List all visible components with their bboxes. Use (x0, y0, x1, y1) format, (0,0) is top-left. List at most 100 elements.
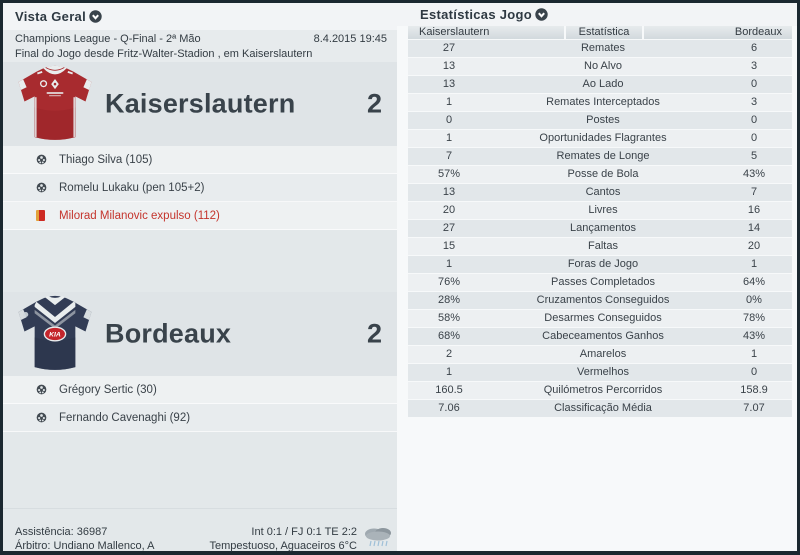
stat-row: 13 Ao Lado 0 (408, 76, 792, 93)
home-shirt-image (12, 65, 98, 143)
chevron-down-icon[interactable] (535, 8, 548, 21)
stat-value-away: 0 (750, 78, 758, 90)
stat-value-away: 5 (750, 150, 758, 162)
stat-name: Remates de Longe (556, 150, 650, 162)
match-status-line: Final do Jogo desde Fritz-Walter-Stadion… (15, 48, 313, 60)
stat-row: 1 Remates Interceptados 3 (408, 94, 792, 111)
match-meta: Champions League - Q-Final - 2ª Mão 8.4.… (3, 30, 397, 62)
stat-value-home: 76% (437, 276, 461, 288)
stat-value-away: 43% (742, 330, 766, 342)
stat-value-home: 1 (445, 366, 453, 378)
stat-row: 7.06 Classificação Média 7.07 (408, 400, 792, 417)
chevron-down-icon[interactable] (89, 10, 102, 23)
attendance-label: Assistência: 36987 (15, 526, 108, 538)
stat-row: 13 No Alvo 3 (408, 58, 792, 75)
stat-name: Passes Completados (551, 276, 655, 288)
stat-row: 27 Remates 6 (408, 40, 792, 57)
stat-value-home: 160.5 (435, 384, 463, 396)
stat-row: 20 Livres 16 (408, 202, 792, 219)
away-team-score: 2 (366, 318, 382, 349)
overview-panel: Vista Geral Champions League - Q-Final -… (3, 3, 397, 552)
stat-value-home: 15 (442, 240, 456, 252)
event-text: Thiago Silva (105) (59, 153, 153, 166)
stat-value-home: 1 (445, 132, 453, 144)
column-header-home: Kaiserslautern (408, 26, 564, 39)
stat-row: 7 Remates de Longe 5 (408, 148, 792, 165)
event-text: Romelu Lukaku (pen 105+2) (59, 181, 205, 194)
home-team-block: Kaiserslautern 2 (3, 62, 397, 146)
stat-value-home: 1 (445, 258, 453, 270)
stat-row: 15 Faltas 20 (408, 238, 792, 255)
stat-row: 58% Desarmes Conseguidos 78% (408, 310, 792, 327)
rain-cloud-icon (361, 522, 395, 550)
stats-header[interactable]: Estatísticas Jogo (397, 3, 797, 26)
stat-name: Remates Interceptados (546, 96, 660, 108)
overview-header[interactable]: Vista Geral (3, 3, 397, 30)
event-row: Grégory Sertic (30) (3, 376, 397, 404)
stats-table-header: Kaiserslautern Estatística Bordeaux (408, 26, 792, 39)
stat-value-home: 57% (437, 168, 461, 180)
stat-value-home: 7 (445, 150, 453, 162)
stat-name: Desarmes Conseguidos (544, 312, 662, 324)
stat-name: Vermelhos (577, 366, 629, 378)
stat-value-away: 0 (750, 114, 758, 126)
stat-name: Faltas (588, 240, 618, 252)
stat-name: Postes (586, 114, 620, 126)
stat-value-away: 14 (747, 222, 761, 234)
event-text: Milorad Milanovic expulso (112) (59, 209, 220, 222)
stat-name: Foras de Jogo (567, 258, 639, 270)
event-text: Grégory Sertic (30) (59, 383, 157, 396)
stat-name: Quilómetros Percorridos (543, 384, 663, 396)
stat-value-away: 1 (750, 258, 758, 270)
away-team-block: KIA Bordeaux 2 (3, 292, 397, 376)
stat-name: Cabeceamentos Ganhos (542, 330, 664, 342)
stats-title: Estatísticas Jogo (420, 7, 533, 22)
stats-rows: 27 Remates 6 13 No Alvo 3 13 Ao Lado 0 1 Remates I… (408, 40, 792, 417)
stat-value-home: 68% (437, 330, 461, 342)
weather-label: Tempestuoso, Aguaceiros 6°C (209, 540, 357, 552)
column-header-stat: Estatística (566, 26, 642, 39)
stat-name: Ao Lado (582, 78, 624, 90)
stat-value-home: 1 (445, 96, 453, 108)
goal-icon (36, 182, 47, 193)
stat-name: Cruzamentos Conseguidos (536, 294, 670, 306)
stat-value-home: 27 (442, 42, 456, 54)
stat-row: 1 Vermelhos 0 (408, 364, 792, 381)
stat-value-home: 13 (442, 78, 456, 90)
stats-panel: Estatísticas Jogo Kaiserslautern Estatís… (397, 3, 797, 551)
stat-name: Classificação Média (554, 402, 652, 414)
competition-label: Champions League - Q-Final - 2ª Mão (15, 33, 201, 45)
stat-row: 160.5 Quilómetros Percorridos 158.9 (408, 382, 792, 399)
stat-value-away: 20 (747, 240, 761, 252)
stat-value-home: 13 (442, 60, 456, 72)
stat-name: Remates (580, 42, 626, 54)
goal-icon (36, 384, 47, 395)
stats-table: Kaiserslautern Estatística Bordeaux 27 Re… (408, 26, 792, 418)
red-card-icon (36, 210, 45, 221)
stat-row: 1 Foras de Jogo 1 (408, 256, 792, 273)
stat-value-away: 7 (750, 186, 758, 198)
stat-name: Livres (588, 204, 618, 216)
stat-value-home: 0 (445, 114, 453, 126)
stat-row: 1 Oportunidades Flagrantes 0 (408, 130, 792, 147)
stat-row: 28% Cruzamentos Conseguidos 0% (408, 292, 792, 309)
stat-value-away: 16 (747, 204, 761, 216)
stat-row: 2 Amarelos 1 (408, 346, 792, 363)
stat-value-home: 27 (442, 222, 456, 234)
away-events: Grégory Sertic (30) Fernando Cavenaghi (9… (3, 376, 397, 432)
stat-value-away: 78% (742, 312, 766, 324)
home-team-score: 2 (366, 88, 382, 119)
stat-row: 76% Passes Completados 64% (408, 274, 792, 291)
event-row: Milorad Milanovic expulso (112) (3, 202, 397, 230)
stat-name: Lançamentos (569, 222, 637, 234)
stat-row: 0 Postes 0 (408, 112, 792, 129)
event-text: Fernando Cavenaghi (92) (59, 411, 191, 424)
stat-value-home: 20 (442, 204, 456, 216)
stat-row: 13 Cantos 7 (408, 184, 792, 201)
stat-name: Cantos (585, 186, 621, 198)
goal-icon (36, 154, 47, 165)
stat-value-away: 43% (742, 168, 766, 180)
stat-value-away: 0 (750, 366, 758, 378)
away-shirt-image: KIA (12, 295, 98, 373)
